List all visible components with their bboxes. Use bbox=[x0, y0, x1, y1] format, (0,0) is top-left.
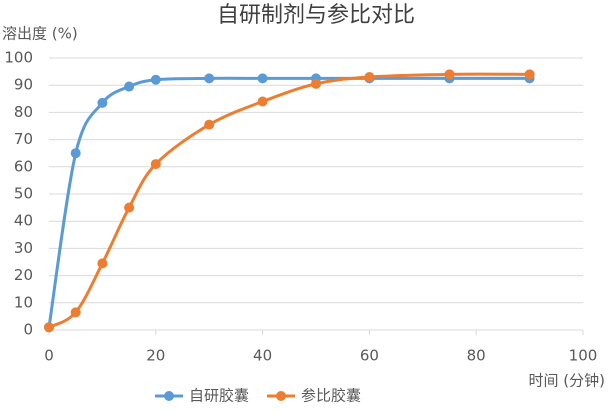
data-point bbox=[124, 202, 135, 213]
series-line bbox=[47, 76, 530, 328]
data-point bbox=[44, 322, 54, 333]
data-point bbox=[204, 119, 215, 130]
data-point bbox=[70, 307, 81, 318]
y-tick-label: 40 bbox=[14, 212, 33, 230]
x-tick-label: 60 bbox=[360, 347, 379, 365]
y-tick-label: 60 bbox=[14, 157, 33, 175]
data-point bbox=[97, 258, 108, 269]
y-tick-label: 0 bbox=[23, 321, 33, 339]
data-point bbox=[444, 69, 455, 80]
data-point bbox=[311, 78, 321, 89]
legend-marker bbox=[276, 391, 286, 401]
data-point bbox=[150, 159, 161, 170]
y-tick-label: 50 bbox=[14, 185, 33, 203]
x-tick-label: 80 bbox=[467, 347, 486, 365]
data-point bbox=[257, 96, 268, 107]
data-point bbox=[70, 148, 81, 159]
x-tick-label: 20 bbox=[146, 347, 165, 365]
y-tick-label: 90 bbox=[14, 76, 33, 94]
x-tick-label: 40 bbox=[253, 347, 272, 365]
y-tick-label: 20 bbox=[14, 266, 33, 284]
y-axis-label: 溶出度 (%) bbox=[2, 25, 78, 43]
x-tick-label: 100 bbox=[569, 347, 598, 365]
data-point bbox=[524, 69, 535, 80]
y-tick-label: 80 bbox=[14, 103, 33, 121]
x-axis-label: 时间 (分钟) bbox=[529, 372, 605, 390]
y-tick-label: 30 bbox=[14, 239, 33, 257]
y-tick-label: 10 bbox=[14, 293, 33, 311]
chart-title: 自研制剂与参比对比 bbox=[217, 3, 415, 28]
y-tick-label: 100 bbox=[4, 49, 33, 67]
data-point bbox=[364, 72, 375, 83]
legend-label: 参比胶囊 bbox=[301, 387, 361, 405]
data-point bbox=[124, 81, 135, 92]
data-point bbox=[204, 73, 215, 84]
x-tick-label: 0 bbox=[44, 347, 54, 365]
legend-marker bbox=[164, 391, 174, 401]
data-point bbox=[257, 73, 268, 84]
data-point bbox=[150, 74, 161, 85]
legend-label: 自研胶囊 bbox=[189, 387, 249, 405]
data-point bbox=[97, 97, 108, 108]
y-tick-label: 70 bbox=[14, 130, 33, 148]
